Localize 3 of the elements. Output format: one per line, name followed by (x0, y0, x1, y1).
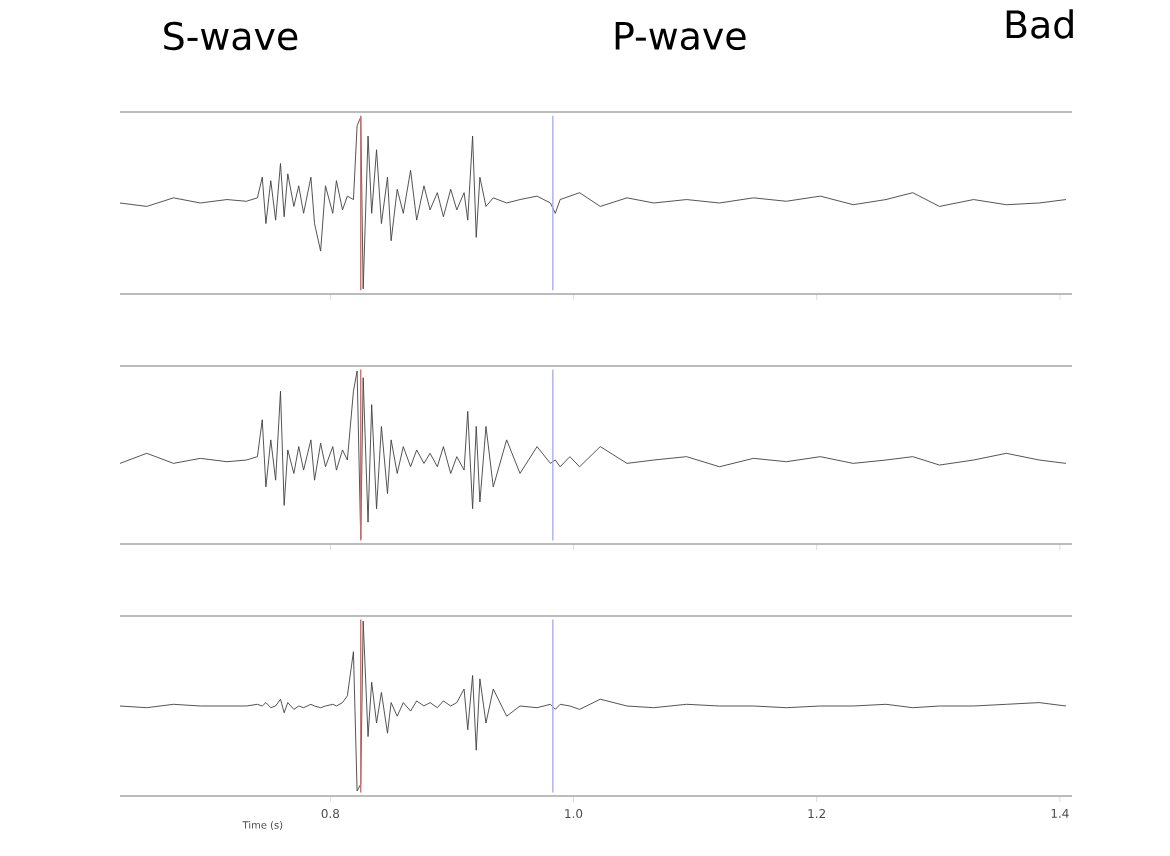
text: P-wave (615, 21, 746, 51)
text: Bad (1006, 9, 1073, 39)
text: S-wave (164, 21, 298, 51)
